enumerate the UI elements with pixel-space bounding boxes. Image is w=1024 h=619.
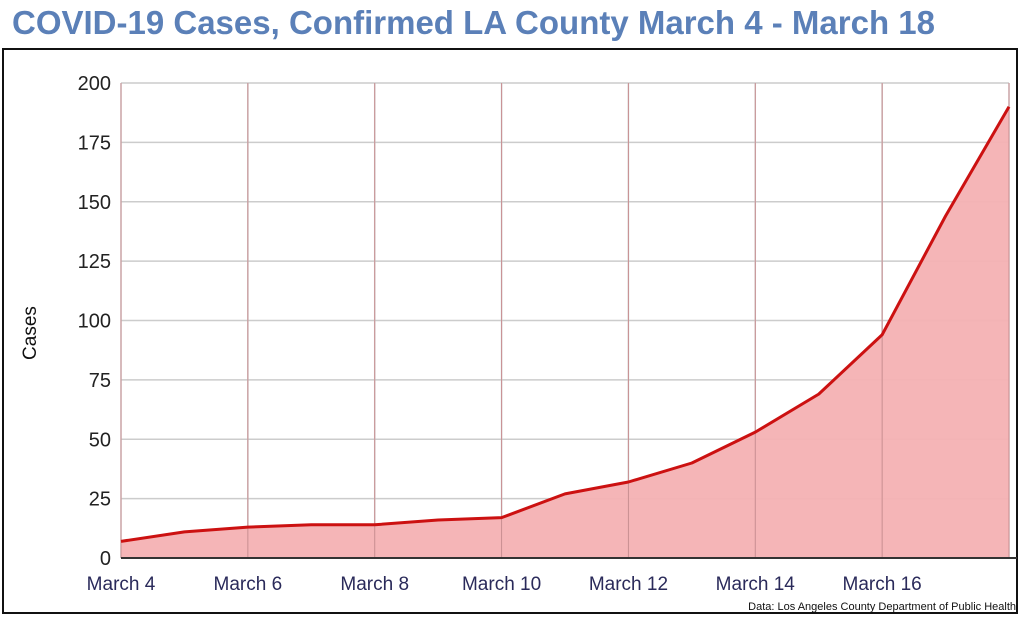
chart-frame — [2, 48, 1018, 614]
y-tick-label: 200 — [78, 73, 111, 95]
x-tick-label: March 12 — [589, 574, 668, 595]
x-tick-label: March 14 — [716, 574, 796, 595]
y-tick-label: 0 — [100, 548, 111, 570]
y-tick-label: 150 — [78, 192, 111, 214]
chart-title: COVID-19 Cases, Confirmed LA County Marc… — [12, 4, 935, 41]
y-tick-label: 75 — [89, 370, 111, 392]
y-tick-label: 175 — [78, 132, 111, 154]
area-fill — [121, 106, 1009, 558]
y-axis-label: Cases — [20, 306, 41, 360]
x-tick-label: March 8 — [340, 574, 409, 595]
x-tick-label: March 6 — [214, 574, 283, 595]
x-tick-label: March 10 — [462, 574, 541, 595]
x-tick-label: March 4 — [87, 574, 156, 595]
data-source: Data: Los Angeles County Department of P… — [748, 601, 1016, 613]
y-tick-label: 125 — [78, 251, 111, 273]
x-tick-label: March 16 — [843, 574, 922, 595]
y-tick-label: 100 — [78, 311, 111, 333]
y-tick-label: 25 — [89, 489, 111, 511]
y-tick-label: 50 — [89, 429, 111, 451]
